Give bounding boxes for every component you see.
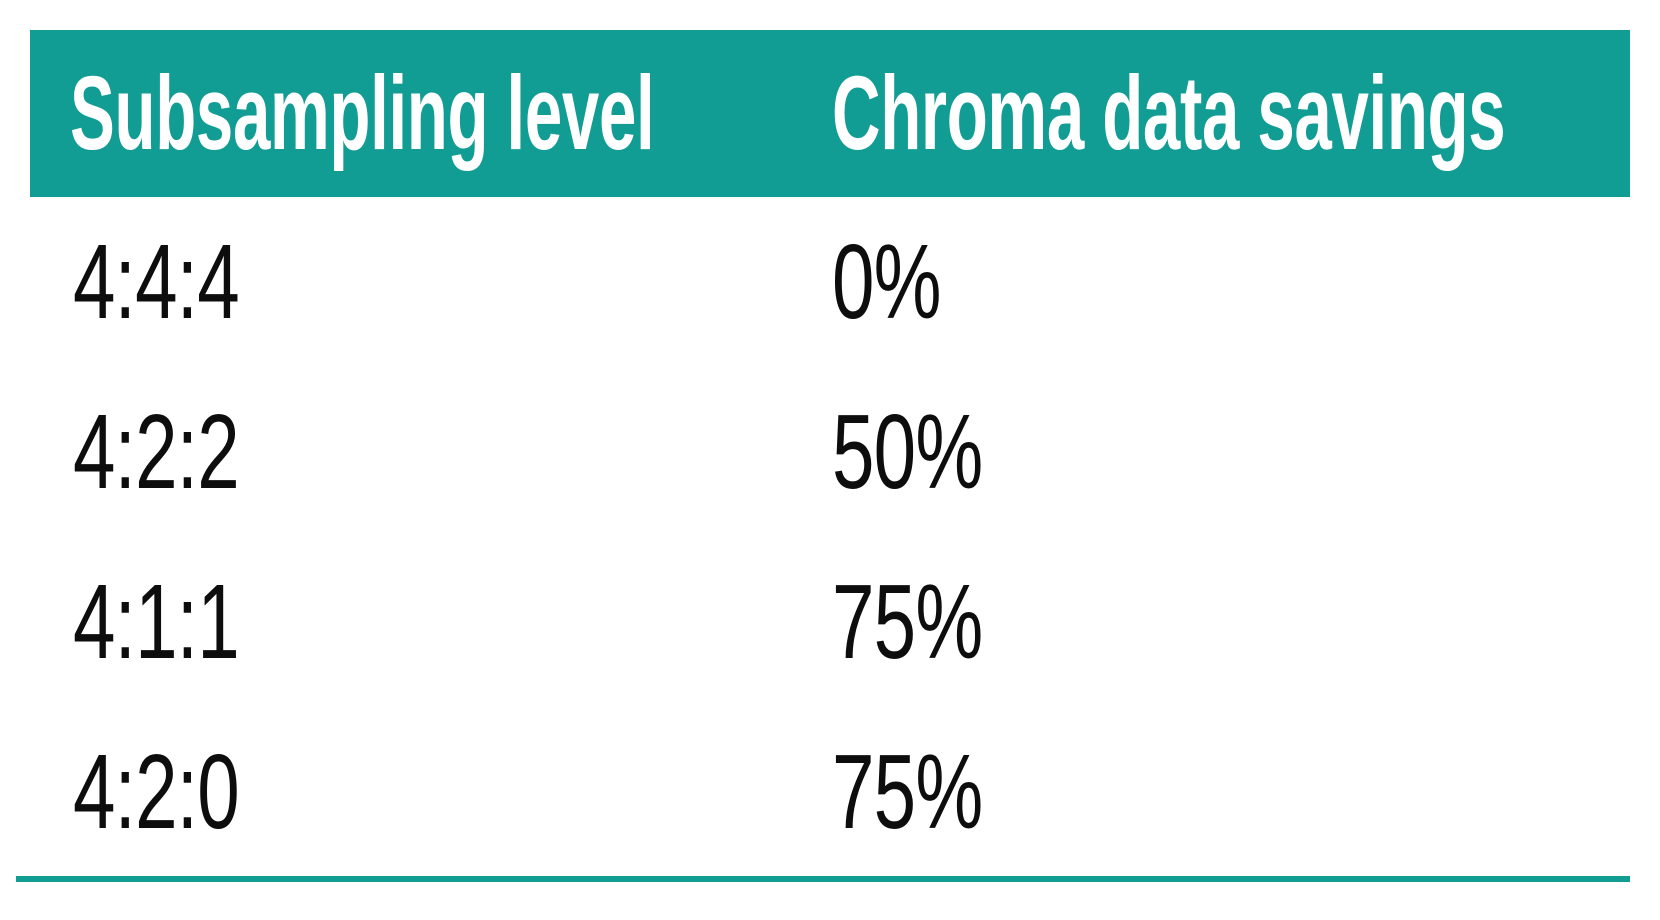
subsampling-level-value: 4:2:0	[73, 732, 240, 851]
chroma-savings-value: 50%	[832, 392, 983, 511]
cell-chroma-savings: 75%	[832, 707, 1630, 877]
cell-subsampling-level: 4:4:4	[30, 197, 832, 367]
subsampling-level-value: 4:4:4	[73, 222, 240, 341]
column-header-chroma-data-savings: Chroma data savings	[832, 30, 1630, 197]
table-bottom-rule	[16, 876, 1630, 882]
table-row: 4:4:4 0%	[30, 197, 1630, 367]
table-row: 4:2:0 75%	[30, 707, 1630, 877]
cell-subsampling-level: 4:2:0	[30, 707, 832, 877]
column-header-label: Chroma data savings	[832, 54, 1506, 172]
column-header-label: Subsampling level	[70, 54, 655, 172]
subsampling-table: Subsampling level Chroma data savings 4:…	[30, 30, 1630, 877]
chroma-savings-value: 75%	[832, 562, 983, 681]
table-row: 4:2:2 50%	[30, 367, 1630, 537]
cell-chroma-savings: 0%	[832, 197, 1630, 367]
cell-chroma-savings: 50%	[832, 367, 1630, 537]
table-row: 4:1:1 75%	[30, 537, 1630, 707]
cell-chroma-savings: 75%	[832, 537, 1630, 707]
subsampling-level-value: 4:1:1	[73, 562, 240, 681]
subsampling-level-value: 4:2:2	[73, 392, 240, 511]
table-header-row: Subsampling level Chroma data savings	[30, 30, 1630, 197]
chroma-savings-value: 0%	[832, 222, 942, 341]
chroma-savings-value: 75%	[832, 732, 983, 851]
cell-subsampling-level: 4:1:1	[30, 537, 832, 707]
column-header-subsampling-level: Subsampling level	[30, 30, 832, 197]
cell-subsampling-level: 4:2:2	[30, 367, 832, 537]
